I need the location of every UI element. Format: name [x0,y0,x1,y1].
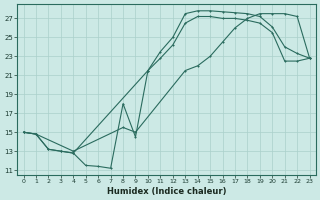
X-axis label: Humidex (Indice chaleur): Humidex (Indice chaleur) [107,187,226,196]
